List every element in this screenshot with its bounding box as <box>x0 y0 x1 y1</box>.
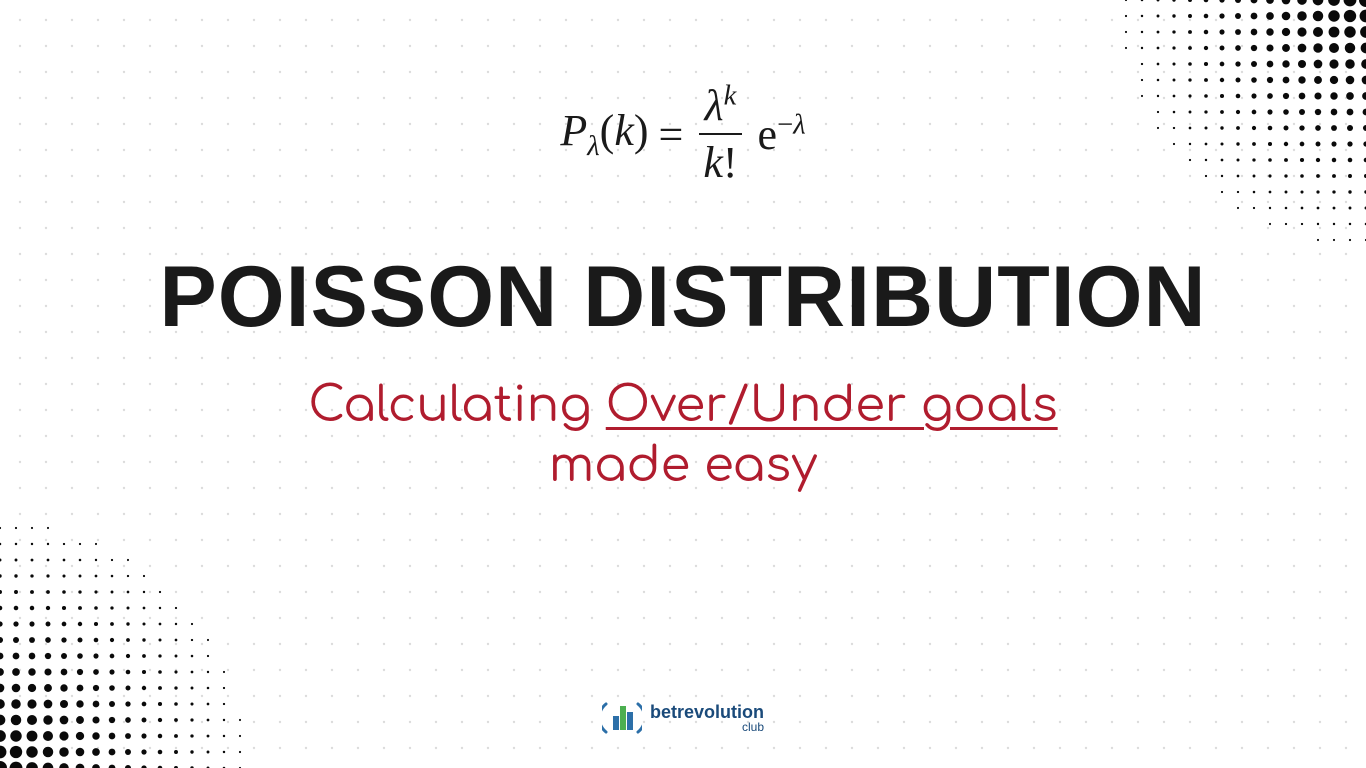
content-area: Pλ(k) = λk k! e−λ POISSON DISTRIBUTION C… <box>0 0 1366 768</box>
formula-num-k-exp: k <box>724 80 737 111</box>
main-title: POISSON DISTRIBUTION <box>159 248 1206 347</box>
logo-brand-main: betrevolution <box>650 703 764 721</box>
formula-equals: = <box>659 109 684 160</box>
logo-text: betrevolution club <box>650 703 764 733</box>
formula-k-arg: k <box>614 106 634 155</box>
subtitle-line2: made easy <box>549 440 818 493</box>
poisson-formula: Pλ(k) = λk k! e−λ <box>560 80 805 188</box>
logo-brand-sub: club <box>650 721 764 733</box>
formula-exp-lambda: λ <box>793 109 805 140</box>
formula-num-lambda: λ <box>705 81 724 130</box>
formula-paren-close: ) <box>634 106 649 155</box>
formula-e: e <box>758 110 778 159</box>
formula-paren-open: ( <box>600 106 615 155</box>
logo-icon <box>602 698 642 738</box>
subtitle: Calculating Over/Under goals made easy <box>308 377 1057 497</box>
brand-logo: betrevolution club <box>602 698 764 738</box>
formula-lambda-sub: λ <box>587 131 599 162</box>
subtitle-underlined: Over/Under goals <box>606 380 1058 433</box>
formula-den-excl: ! <box>723 138 738 187</box>
formula-exp-minus: − <box>777 109 793 140</box>
formula-den-k: k <box>703 138 723 187</box>
formula-P: P <box>560 106 587 155</box>
formula-fraction: λk k! <box>699 80 741 188</box>
subtitle-prefix: Calculating <box>308 380 605 433</box>
